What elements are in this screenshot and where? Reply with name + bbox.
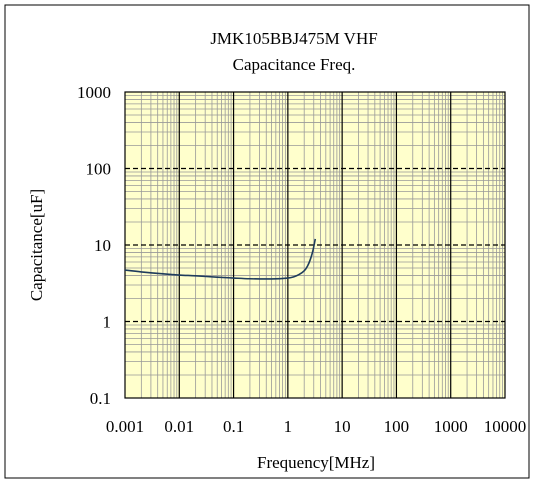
- y-tick-label: 0.1: [90, 389, 111, 408]
- y-tick-label: 1000: [77, 83, 111, 102]
- y-tick-label: 100: [86, 160, 112, 179]
- y-tick-label: 1: [103, 313, 112, 332]
- plot-border: [124, 91, 506, 399]
- x-tick-labels: 0.001 0.01 0.1 1 10 100 1000 10000: [106, 417, 526, 436]
- chart-subtitle: Capacitance Freq.: [233, 55, 356, 74]
- x-tick-label: 0.01: [164, 417, 194, 436]
- chart-title: JMK105BBJ475M VHF: [210, 29, 377, 48]
- y-axis-label: Capacitance[uF]: [27, 189, 46, 301]
- x-tick-label: 1000: [434, 417, 468, 436]
- y-tick-labels: 0.1 1 10 100 1000: [77, 83, 111, 408]
- x-tick-label: 1: [284, 417, 293, 436]
- x-tick-label: 10: [334, 417, 351, 436]
- x-tick-label: 100: [384, 417, 410, 436]
- y-tick-label: 10: [94, 236, 111, 255]
- x-tick-label: 0.1: [223, 417, 244, 436]
- x-tick-label: 0.001: [106, 417, 144, 436]
- major-grid: [125, 92, 505, 398]
- x-tick-label: 10000: [484, 417, 527, 436]
- x-axis-label: Frequency[MHz]: [257, 453, 375, 472]
- capacitance-curve: [124, 238, 317, 280]
